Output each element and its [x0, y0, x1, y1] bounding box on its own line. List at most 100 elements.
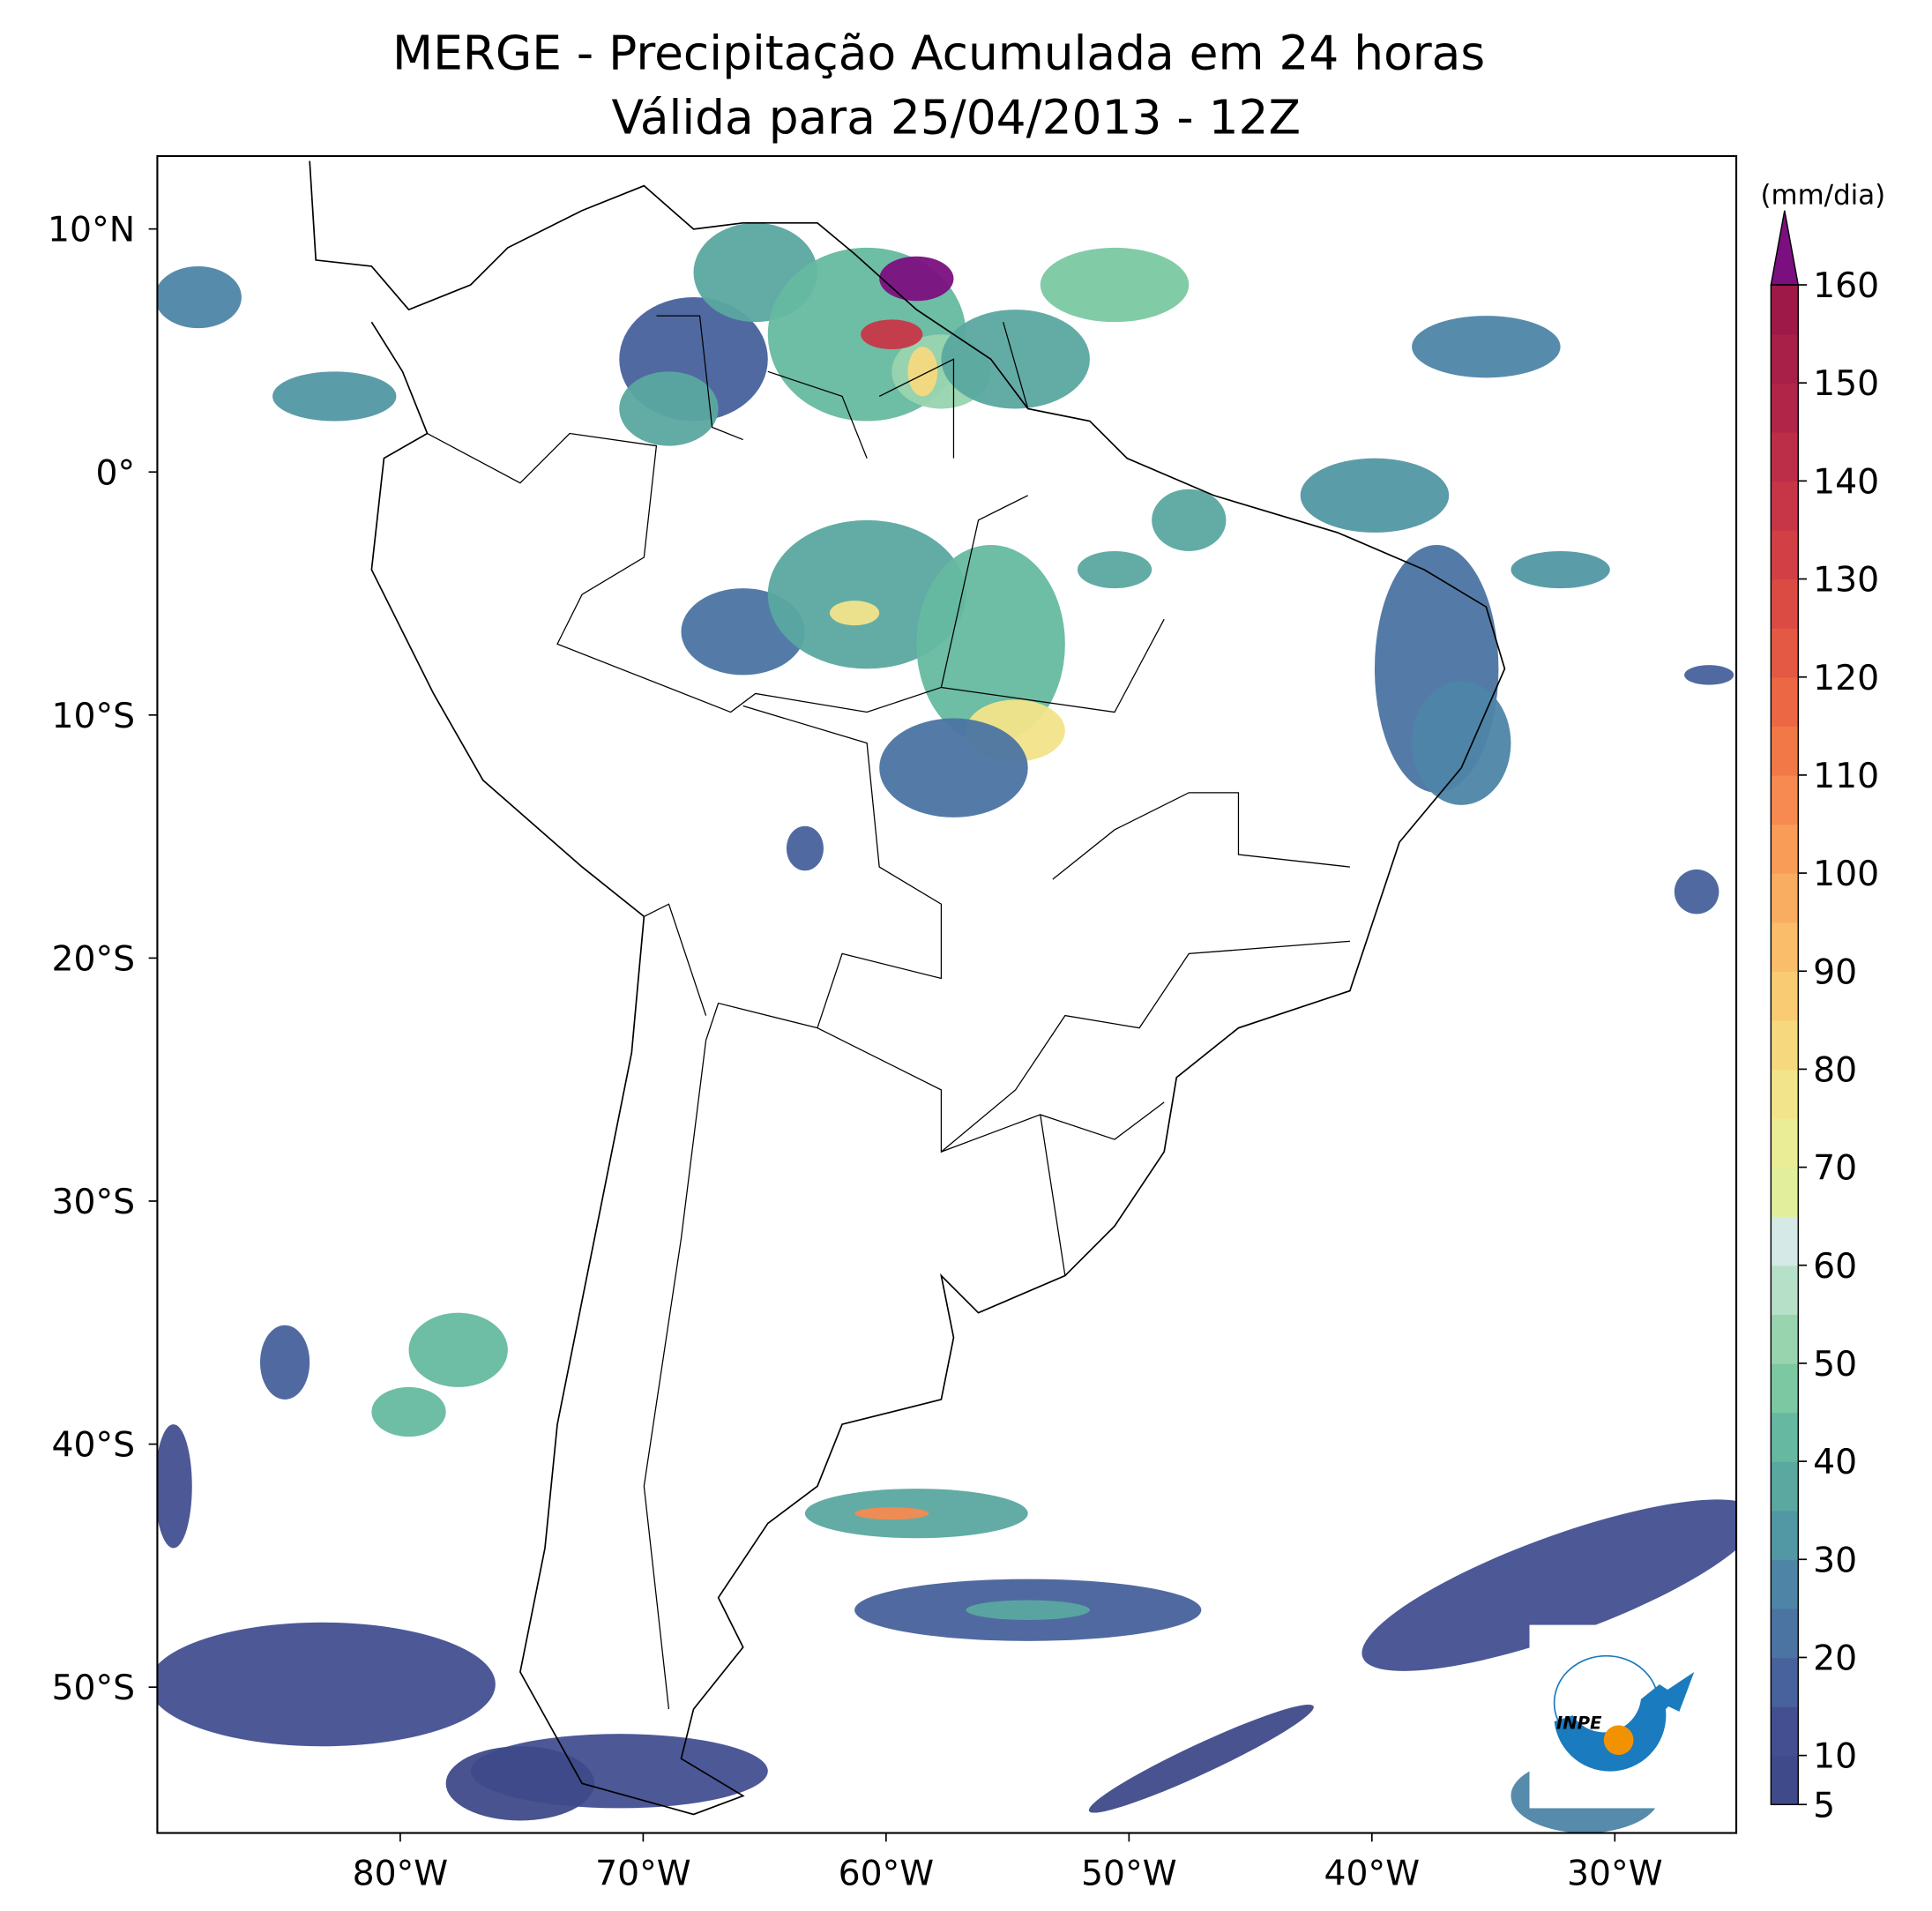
colorbar-band [1771, 824, 1799, 874]
colorbar-band [1771, 1362, 1799, 1414]
colorbar-band [1771, 628, 1799, 678]
map-subtitle: Válida para 25/04/2013 - 12Z [611, 90, 1301, 146]
map-title: MERGE - Precipitação Acumulada em 24 hor… [392, 26, 1485, 81]
logo-arrow [1652, 1671, 1695, 1712]
logo-arc [1554, 1683, 1679, 1772]
rain-area [830, 601, 880, 626]
colorbar-tick-label: 90 [1813, 952, 1857, 992]
rain-area [907, 347, 938, 397]
logo-background [1529, 1624, 1719, 1809]
colorbar-band [1771, 1314, 1799, 1364]
borders [427, 315, 1350, 1710]
y-tick-label: 50°S [52, 1668, 136, 1708]
rain-area [1511, 550, 1610, 589]
colorbar-band [1771, 285, 1799, 335]
colorbar-band [1771, 431, 1799, 482]
colorbar-tick-label: 40 [1813, 1443, 1857, 1482]
colorbar-tick-label: 60 [1813, 1247, 1857, 1287]
colorbar-band [1771, 1657, 1799, 1707]
rain-area [1412, 316, 1561, 378]
rain-area [157, 1424, 192, 1549]
colorbar-band [1771, 774, 1799, 825]
x-tick-label: 70°W [595, 1855, 691, 1894]
colorbar-band [1771, 1706, 1799, 1757]
x-tick-label: 50°W [1081, 1855, 1177, 1894]
colorbar-band [1771, 726, 1799, 776]
colorbar-band [1771, 1755, 1799, 1805]
rain-area [1088, 1704, 1314, 1813]
rain-area [861, 319, 923, 350]
rain-area [408, 1312, 508, 1387]
y-tick-label: 40°S [52, 1426, 136, 1466]
x-tick-label: 40°W [1324, 1855, 1421, 1894]
colorbar-band [1771, 333, 1799, 384]
coastline [309, 160, 1506, 1816]
colorbar-tick-label: 110 [1813, 757, 1879, 796]
colorbar-tick-label: 100 [1813, 855, 1879, 894]
colorbar-band [1771, 971, 1799, 1021]
map-area: INPE [157, 160, 1737, 1833]
colorbar-band [1771, 481, 1799, 531]
y-tick-label: 10°S [52, 697, 136, 736]
logo-sun [1603, 1725, 1634, 1756]
colorbar-tick-label: 10 [1813, 1737, 1857, 1777]
colorbar-band [1771, 676, 1799, 728]
colorbar-band [1771, 383, 1799, 433]
colorbar-tick-label: 50 [1813, 1345, 1857, 1385]
rain-area [259, 1325, 310, 1400]
colorbar-tick-label: 20 [1813, 1639, 1857, 1679]
colorbar-band [1771, 1412, 1799, 1462]
rain-area [854, 1507, 929, 1520]
y-tick-label: 10°N [48, 211, 135, 250]
colorbar-band [1771, 1069, 1799, 1119]
x-tick-label: 60°W [839, 1855, 935, 1894]
x-tick-label: 30°W [1567, 1855, 1663, 1894]
rain-area [1361, 1499, 1737, 1671]
logo-orbit [1553, 1654, 1660, 1751]
colorbar-tick-label: 130 [1813, 561, 1879, 601]
colorbar-tick-label: 30 [1813, 1541, 1857, 1580]
rain-area [1674, 869, 1719, 914]
colorbar-band [1771, 1608, 1799, 1659]
colorbar-unit: (mm/dia) [1760, 180, 1885, 212]
y-tick-label: 0° [95, 453, 135, 493]
colorbar-tick-label: 5 [1813, 1786, 1835, 1825]
colorbar-tick-label: 120 [1813, 659, 1879, 698]
colorbar-band [1771, 1559, 1799, 1609]
colorbar-band [1771, 922, 1799, 972]
rain-area [879, 718, 1028, 817]
rain-area [786, 825, 824, 871]
colorbar-band [1771, 529, 1799, 580]
colorbar-tick-label: 70 [1813, 1149, 1857, 1189]
colorbar-band [1771, 1117, 1799, 1168]
y-tick-label: 30°S [52, 1183, 136, 1222]
rain-area [941, 310, 1090, 409]
rain-area [879, 256, 954, 302]
rain-area [445, 1746, 595, 1821]
rain-area [1152, 489, 1227, 551]
colorbar-tick-label: 80 [1813, 1050, 1857, 1090]
colorbar-tick-label: 140 [1813, 462, 1879, 502]
colorbar-band [1771, 1216, 1799, 1266]
colorbar-band [1771, 579, 1799, 629]
rain-area [916, 544, 1065, 743]
rain-area [966, 1600, 1090, 1620]
colorbar-tick-label: 150 [1813, 364, 1879, 404]
map-frame [156, 154, 1738, 1834]
colorbar-band [1771, 1265, 1799, 1316]
colorbar-band [1771, 1019, 1799, 1071]
colorbar-band [1771, 873, 1799, 923]
colorbar-extend [1770, 210, 1800, 286]
rain-area [767, 519, 966, 669]
rain-area [619, 371, 719, 446]
colorbar-band [1771, 1510, 1799, 1560]
rain-area [1300, 458, 1450, 533]
colorbar-band [1771, 1167, 1799, 1217]
rain-area [272, 371, 397, 422]
logo-text: INPE [1556, 1713, 1602, 1734]
rain-area [157, 1622, 496, 1747]
y-tick-label: 20°S [52, 939, 136, 979]
rain-area [371, 1386, 446, 1437]
rain-area [1412, 681, 1511, 805]
